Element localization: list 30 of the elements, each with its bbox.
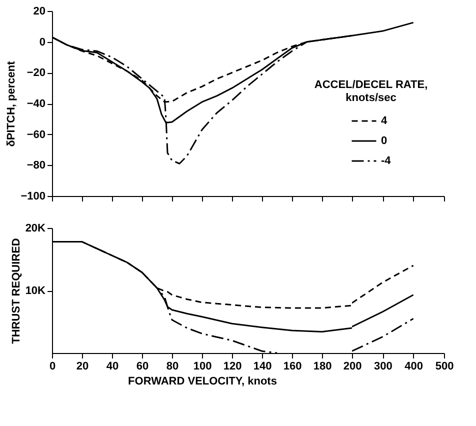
legend-label: 4 [381, 115, 388, 127]
legend-label: -4 [381, 155, 392, 167]
x-tick-label: 300 [374, 360, 392, 372]
x-tick-label: 160 [283, 360, 302, 372]
x-axis-title: FORWARD VELOCITY, knots [128, 376, 277, 388]
legend-label: 0 [381, 135, 388, 147]
y-tick-label: −100 [20, 190, 46, 202]
x-tick-label: 200 [343, 360, 362, 372]
y-axis-title: THRUST REQUIRED [10, 238, 22, 344]
x-tick-label: 0 [49, 360, 56, 372]
x-tick-label: 400 [404, 360, 424, 372]
y-tick-label: 10K [25, 285, 46, 297]
x-tick-label: 180 [313, 360, 332, 372]
x-tick-label: 80 [166, 360, 179, 372]
y-tick-label: −40 [26, 98, 46, 110]
legend-title: ACCEL/DECEL RATE, knots/sec [314, 79, 428, 104]
x-tick-label: 60 [136, 360, 149, 372]
x-tick-label: 120 [223, 360, 242, 372]
y-tick-label: 20K [25, 222, 46, 234]
y-tick-label: 20 [33, 6, 46, 18]
y-axis-title: δPITCH, percent [6, 60, 18, 147]
x-tick-label: 100 [193, 360, 212, 372]
x-tick-label: 140 [253, 360, 272, 372]
y-tick-label: −60 [26, 128, 46, 141]
x-tick-label: 20 [76, 360, 89, 372]
x-tick-label: 40 [106, 360, 119, 372]
x-tick-label: 500 [435, 360, 454, 372]
y-tick-label: −20 [26, 67, 46, 80]
y-tick-label: 0 [39, 36, 46, 48]
y-tick-label: −80 [26, 160, 46, 172]
